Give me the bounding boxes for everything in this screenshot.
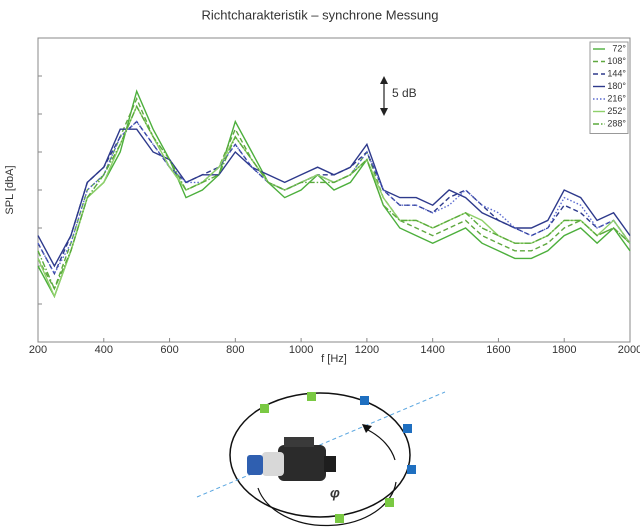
x-tick-label: 1000 <box>289 344 313 356</box>
x-axis-label: f [Hz] <box>321 353 347 365</box>
series-line <box>37 89 631 299</box>
legend-label: 144° <box>607 68 626 78</box>
legend-box <box>589 41 629 134</box>
legend-label: 216° <box>607 93 626 103</box>
series-line <box>37 120 631 276</box>
rotation-diagram <box>196 391 446 527</box>
legend-label: 72° <box>612 43 626 53</box>
legend-label: 108° <box>607 56 626 66</box>
x-tick-label: 1200 <box>355 344 379 356</box>
x-tick-label: 400 <box>95 344 113 356</box>
x-tick-label: 1600 <box>486 344 510 356</box>
x-tick-label: 2000 <box>618 344 640 356</box>
x-tick-label: 800 <box>226 344 244 356</box>
x-tick-label: 1800 <box>552 344 576 356</box>
chart-title: Richtcharakteristik – synchrone Messung <box>202 7 439 22</box>
scale-arrow <box>380 76 388 116</box>
legend-label: 180° <box>607 81 626 91</box>
series-line <box>37 104 631 291</box>
legend: 72° 108° 144° 180° 216° 252° 288° <box>589 41 629 134</box>
x-tick-label: 600 <box>160 344 178 356</box>
x-tick-label: 200 <box>29 344 47 356</box>
series-line <box>37 104 631 299</box>
angle-symbol: φ <box>330 485 340 501</box>
series-line <box>37 120 631 276</box>
series-line <box>37 128 631 268</box>
scale-annotation: 5 dB <box>392 86 417 100</box>
series-line <box>37 97 631 291</box>
x-tick-label: 1400 <box>420 344 444 356</box>
y-axis-label: SPL [dbA] <box>4 165 16 214</box>
legend-label: 252° <box>607 106 626 116</box>
legend-label: 288° <box>607 118 626 128</box>
